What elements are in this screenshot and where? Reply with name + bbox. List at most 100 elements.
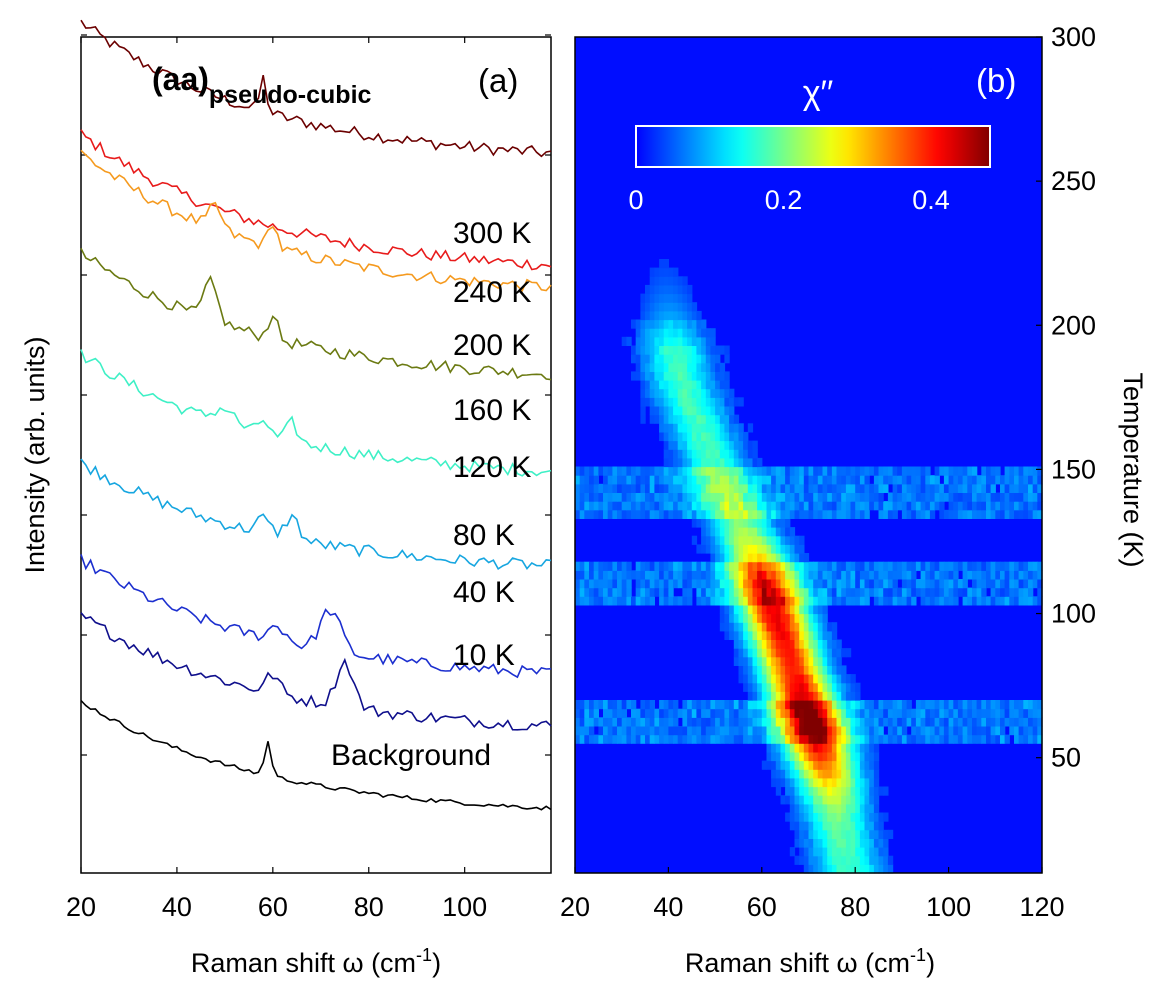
heatmap-cell — [794, 475, 800, 485]
heatmap-cell — [705, 726, 712, 736]
heatmap-cell — [906, 492, 912, 502]
heatmap-cell — [780, 587, 786, 597]
heatmap-cell — [654, 276, 660, 286]
heatmap-cell — [673, 457, 679, 468]
heatmap-cell — [953, 501, 959, 511]
heatmap-cell — [729, 553, 735, 563]
heatmap-cell — [659, 259, 665, 269]
heatmap-cell — [771, 544, 777, 554]
heatmap-cell — [612, 734, 618, 744]
heatmap-cell — [827, 795, 833, 805]
heatmap-cell — [915, 717, 922, 727]
heatmap-cell — [920, 466, 926, 476]
heatmap-cell — [635, 328, 641, 338]
heatmap-cell — [668, 734, 674, 744]
heatmap-cell — [953, 717, 959, 727]
heatmap-cell — [640, 483, 646, 493]
heatmap-cell — [799, 639, 805, 649]
heatmap-cell — [785, 483, 791, 493]
heatmap-cell — [1037, 734, 1043, 744]
heatmap-cell — [663, 267, 669, 277]
heatmap-cell — [631, 501, 637, 511]
heatmap-cell — [729, 449, 735, 459]
heatmap-cell — [766, 553, 772, 563]
heatmap-cell — [673, 354, 679, 364]
heatmap-cell — [827, 708, 833, 718]
heatmap-cell — [822, 847, 828, 857]
heatmap-cell — [957, 708, 964, 718]
heatmap-cell — [943, 734, 950, 744]
heatmap-cell — [747, 656, 754, 666]
heatmap-cell — [943, 561, 950, 571]
heatmap-cell — [677, 371, 683, 381]
heatmap-cell — [701, 388, 707, 398]
heatmap-cell — [705, 475, 712, 485]
heatmap-cell — [738, 665, 744, 675]
heatmap-cell — [1023, 596, 1029, 606]
heatmap-cell — [687, 284, 693, 295]
heatmap-cell — [724, 622, 730, 632]
heatmap-cell — [593, 570, 599, 580]
heatmap-cell — [813, 656, 819, 666]
heatmap-cell — [757, 561, 763, 571]
heatmap-cell — [869, 864, 875, 874]
heatmap-cell — [873, 803, 880, 813]
heatmap-cell — [659, 483, 665, 493]
heatmap-cell — [710, 423, 716, 433]
heatmap-cell — [845, 561, 852, 571]
heatmap-cell — [925, 483, 931, 493]
heatmap-cell — [934, 570, 940, 580]
heatmap-cell — [817, 587, 824, 597]
heatmap-cell — [589, 726, 595, 736]
heatmap-cell — [887, 829, 894, 839]
heatmap-cell — [859, 475, 866, 485]
heatmap-cell — [663, 328, 669, 338]
heatmap-cell — [612, 717, 618, 727]
heatmap-cell — [612, 475, 618, 485]
heatmap-cell — [841, 760, 847, 770]
heatmap-cell — [593, 579, 599, 589]
heatmap-cell — [738, 622, 744, 632]
heatmap-cell — [579, 579, 585, 589]
heatmap-cell — [752, 501, 758, 511]
heatmap-cell — [789, 648, 796, 658]
heatmap-cell — [673, 700, 679, 710]
heatmap-cell — [659, 267, 665, 277]
heatmap-cell — [934, 717, 940, 727]
heatmap-cell — [780, 475, 786, 485]
heatmap-cell — [677, 466, 683, 476]
heatmap-cell — [808, 717, 814, 727]
heatmap-cell — [817, 579, 824, 589]
heatmap-cell — [682, 302, 688, 312]
heatmap-cell — [724, 440, 730, 450]
heatmap-cell — [990, 587, 996, 597]
heatmap-cell — [733, 423, 740, 433]
heatmap-cell — [677, 708, 683, 718]
heatmap-cell — [621, 509, 627, 519]
heatmap-cell — [850, 717, 856, 727]
heatmap-cell — [733, 570, 740, 580]
heatmap-cell — [813, 674, 819, 684]
heatmap-cell — [976, 708, 982, 718]
panel-b-xlabel-sup: -1 — [910, 945, 926, 965]
panel-a-xlabel-text: Raman shift ω (cm — [191, 948, 416, 978]
heatmap-cell — [799, 656, 805, 666]
heatmap-cell — [1009, 561, 1015, 571]
heatmap-cell — [766, 587, 772, 597]
heatmap-cell — [1028, 708, 1034, 718]
heatmap-cell — [733, 483, 740, 493]
heatmap-cell — [887, 475, 894, 485]
heatmap-cell — [757, 483, 763, 493]
heatmap-cell — [808, 821, 814, 831]
x-tick-label: 120 — [1019, 892, 1064, 922]
heatmap-cell — [575, 570, 581, 580]
heatmap-cell — [724, 544, 730, 554]
heatmap-cell — [701, 319, 707, 329]
heatmap-cell — [701, 518, 707, 528]
heatmap-cell — [845, 682, 852, 692]
heatmap-cell — [775, 760, 782, 770]
heatmap-cell — [813, 570, 819, 580]
heatmap-cell — [1037, 587, 1043, 597]
heatmap-cell — [869, 708, 875, 718]
heatmap-cell — [873, 734, 880, 744]
